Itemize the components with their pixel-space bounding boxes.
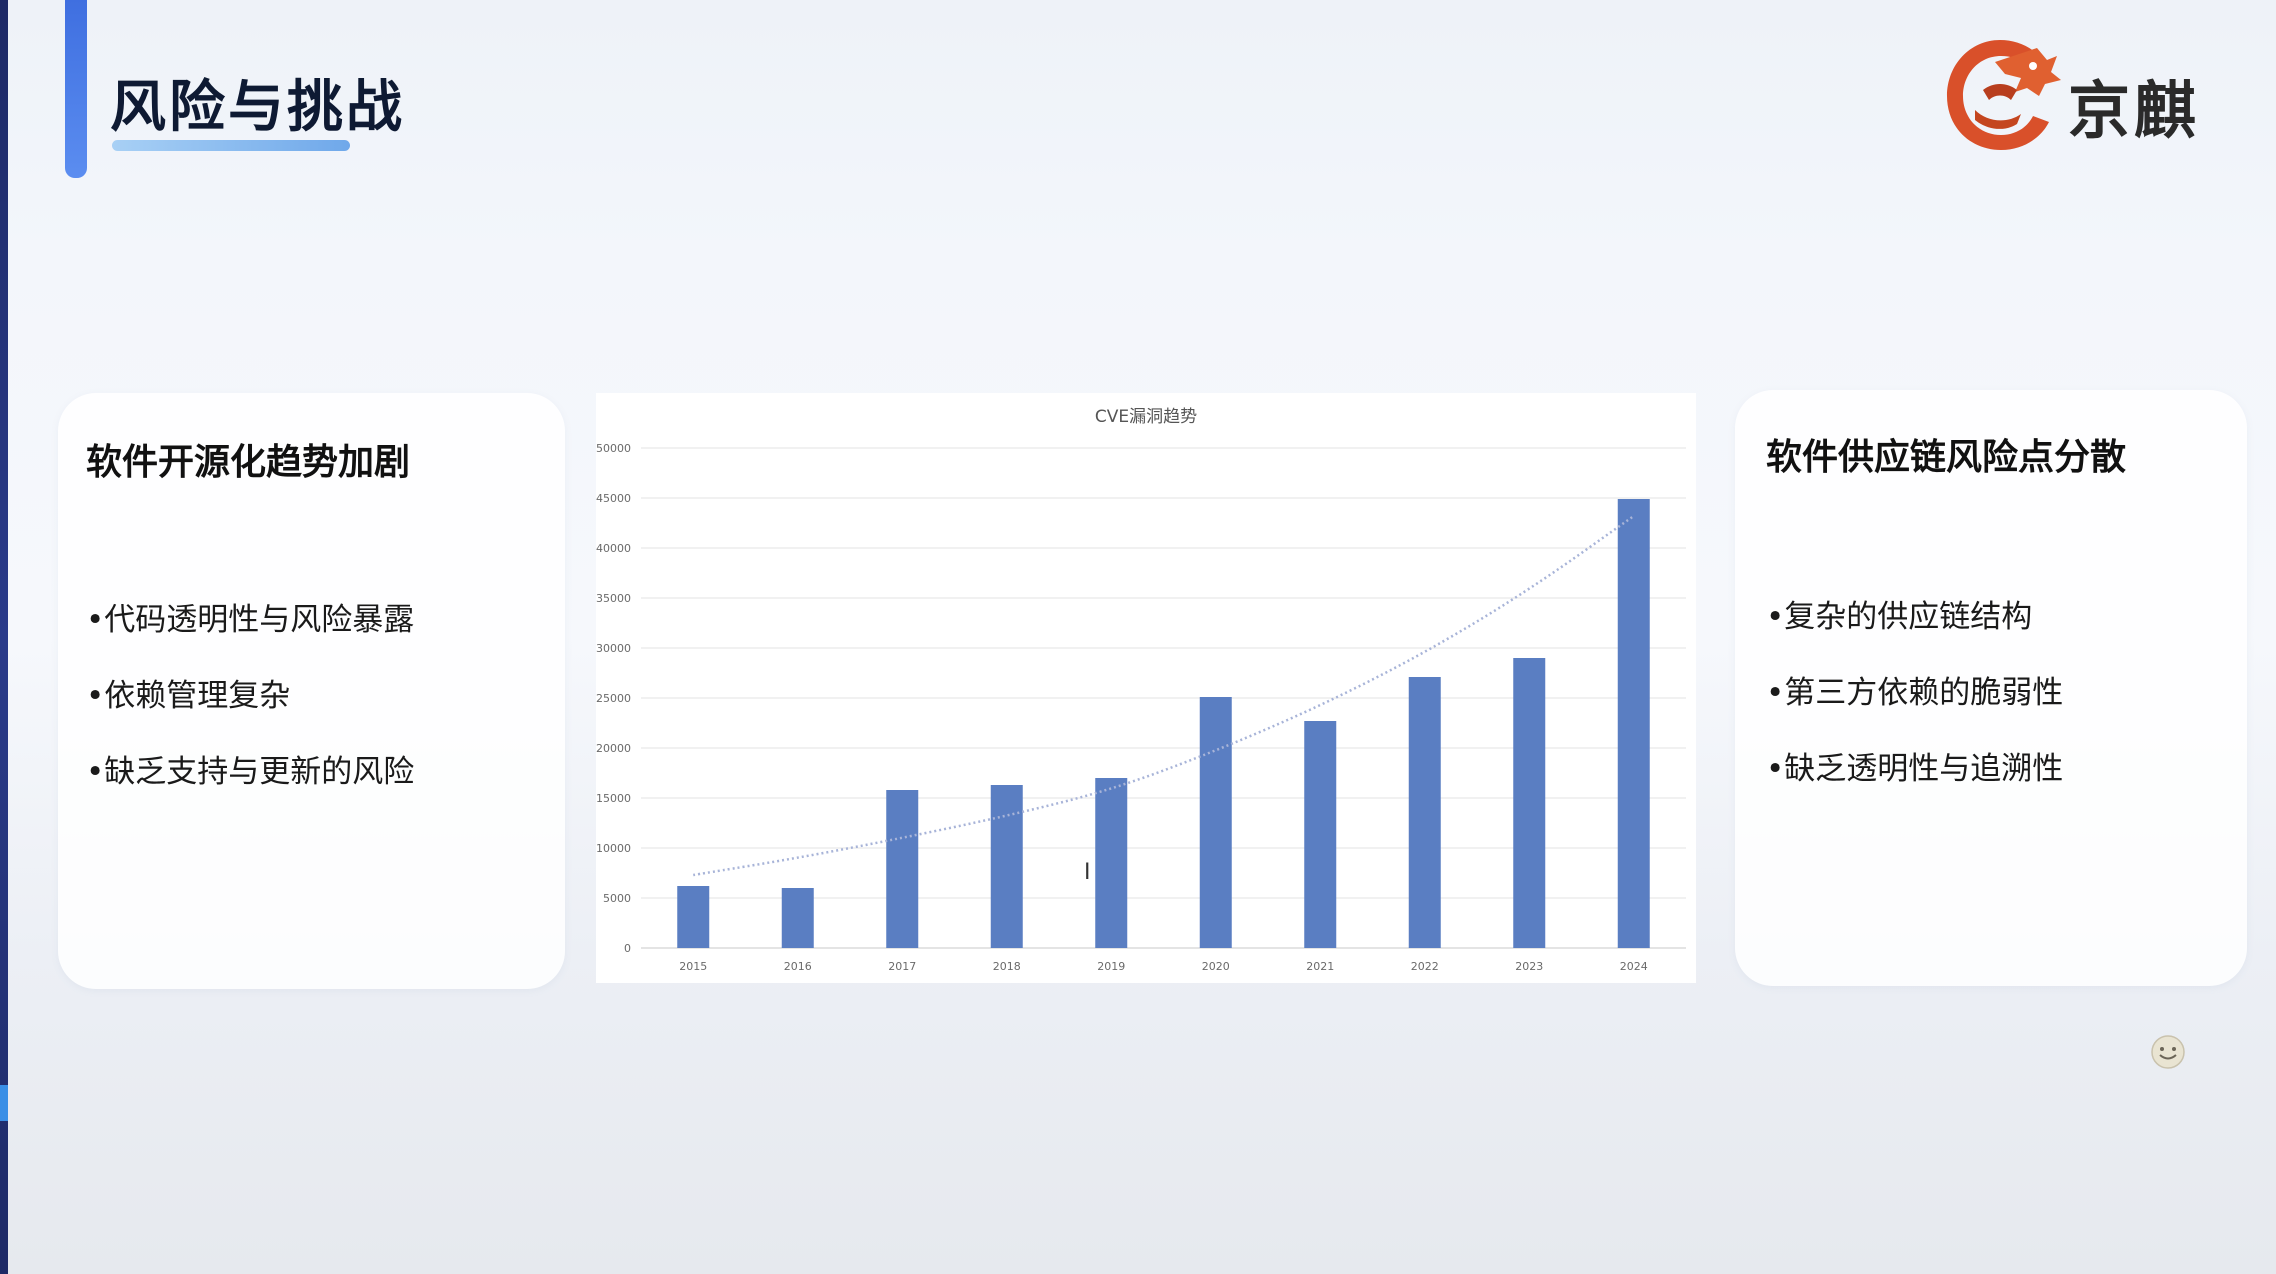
trendline — [693, 514, 1635, 877]
bar — [1304, 721, 1337, 948]
bar — [677, 886, 710, 948]
x-tick-label: 2018 — [993, 960, 1021, 973]
bar — [781, 888, 814, 948]
y-tick-label: 50000 — [596, 442, 631, 455]
card-heading: 软件开源化趋势加剧 — [86, 442, 411, 483]
bar — [886, 790, 919, 948]
y-tick-label: 5000 — [603, 892, 631, 905]
x-tick-label: 2015 — [679, 960, 707, 973]
left-edge-strip — [0, 0, 8, 1274]
y-tick-label: 20000 — [596, 742, 631, 755]
x-tick-label: 2019 — [1097, 960, 1125, 973]
card-heading: 软件供应链风险点分散 — [1766, 437, 2127, 478]
bar — [990, 785, 1023, 948]
title-accent-bar — [65, 0, 87, 178]
slide-title: 风险与挑战 — [110, 75, 405, 140]
bar — [1199, 697, 1232, 948]
left-edge-accent — [0, 1085, 8, 1121]
y-tick-label: 35000 — [596, 592, 631, 605]
bullet-item: •缺乏支持与更新的风险 — [86, 754, 415, 790]
bar — [1513, 658, 1546, 948]
dragon-logo-icon — [1947, 40, 2061, 150]
supply-chain-risk-card: 软件供应链风险点分散 •复杂的供应链结构 •第三方依赖的脆弱性 •缺乏透明性与追… — [1735, 390, 2247, 986]
bullet-item: •依赖管理复杂 — [86, 678, 291, 714]
bullet-item: •缺乏透明性与追溯性 — [1766, 751, 2064, 787]
bar — [1408, 677, 1441, 948]
smiley-icon[interactable] — [2150, 1034, 2186, 1070]
y-tick-label: 45000 — [596, 492, 631, 505]
text-cursor-icon: I — [1084, 860, 1091, 885]
bar — [1617, 499, 1650, 948]
logo-text: 京麒 — [2068, 74, 2201, 147]
y-tick-label: 25000 — [596, 692, 631, 705]
chart-svg: 0 5000 10000 15000 20000 25000 30000 35000 40000… — [596, 442, 1686, 973]
x-tick-label: 2021 — [1306, 960, 1334, 973]
bullet-item: •代码透明性与风险暴露 — [86, 602, 415, 638]
bullet-item: •复杂的供应链结构 — [1766, 599, 2033, 635]
brand-logo: 京麒 — [1935, 30, 2215, 160]
x-tick-label: 2020 — [1202, 960, 1230, 973]
x-tick-label: 2024 — [1620, 960, 1648, 973]
title-underline — [112, 140, 350, 151]
y-tick-label: 10000 — [596, 842, 631, 855]
x-tick-label: 2023 — [1515, 960, 1543, 973]
chart-title: CVE漏洞趋势 — [1094, 407, 1198, 427]
y-tick-label: 30000 — [596, 642, 631, 655]
y-tick-label: 40000 — [596, 542, 631, 555]
bar — [1095, 778, 1128, 948]
open-source-trend-card: 软件开源化趋势加剧 •代码透明性与风险暴露 •依赖管理复杂 •缺乏支持与更新的风… — [58, 393, 565, 989]
x-tick-label: 2016 — [784, 960, 812, 973]
cve-chart: CVE漏洞趋势 0 5000 10000 15000 20000 25000 30000 35… — [596, 393, 1696, 983]
x-tick-label: 2022 — [1411, 960, 1439, 973]
bullet-item: •第三方依赖的脆弱性 — [1766, 675, 2064, 711]
y-tick-label: 15000 — [596, 792, 631, 805]
y-tick-label: 0 — [624, 942, 631, 955]
x-tick-label: 2017 — [888, 960, 916, 973]
